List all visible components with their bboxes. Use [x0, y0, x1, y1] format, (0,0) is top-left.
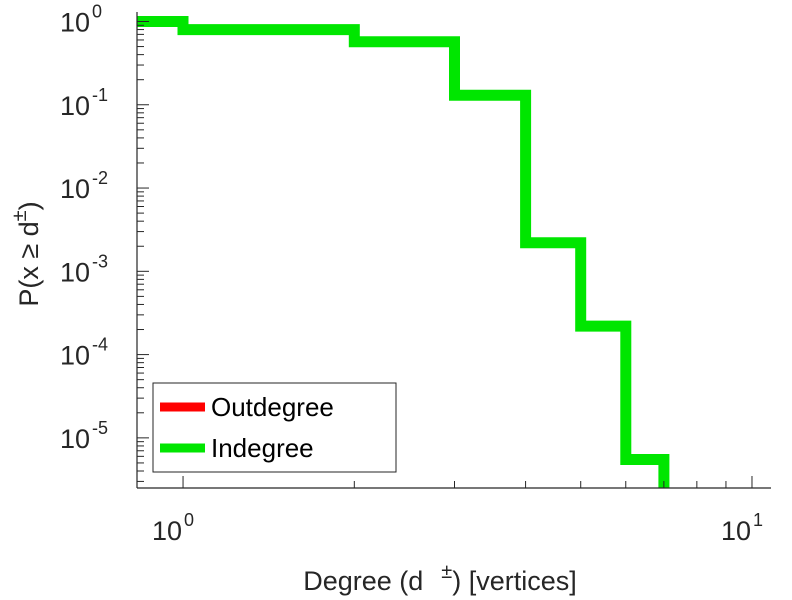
legend-label-indegree: Indegree [211, 433, 314, 463]
plot-lines [137, 16, 670, 488]
y-tick-label: 10 -5 [60, 418, 108, 454]
y-tick-label: 10 -4 [60, 335, 108, 371]
y-tick-label: 10 -2 [60, 168, 108, 204]
y-axis-label: P(x ≥ d±) [9, 201, 44, 306]
y-tick-label: 10 -3 [60, 251, 108, 287]
x-tick-label: 10 0 [152, 510, 194, 546]
legend-label-outdegree: Outdegree [211, 392, 334, 422]
y-axis-label-sup: ± [9, 210, 31, 221]
y-tick-label: 10 0 [60, 1, 102, 37]
legend-box [152, 382, 397, 473]
y-tick-label: 10 -1 [60, 85, 108, 121]
series-line-indegree [137, 16, 670, 488]
x-axis-label: Degree (d ±) [vertices] [303, 561, 577, 596]
axes [136, 12, 771, 489]
x-axis-label-sup: ± [441, 561, 452, 583]
legend: Outdegree Indegree [152, 382, 397, 473]
x-tick-label: 10 1 [721, 510, 763, 546]
